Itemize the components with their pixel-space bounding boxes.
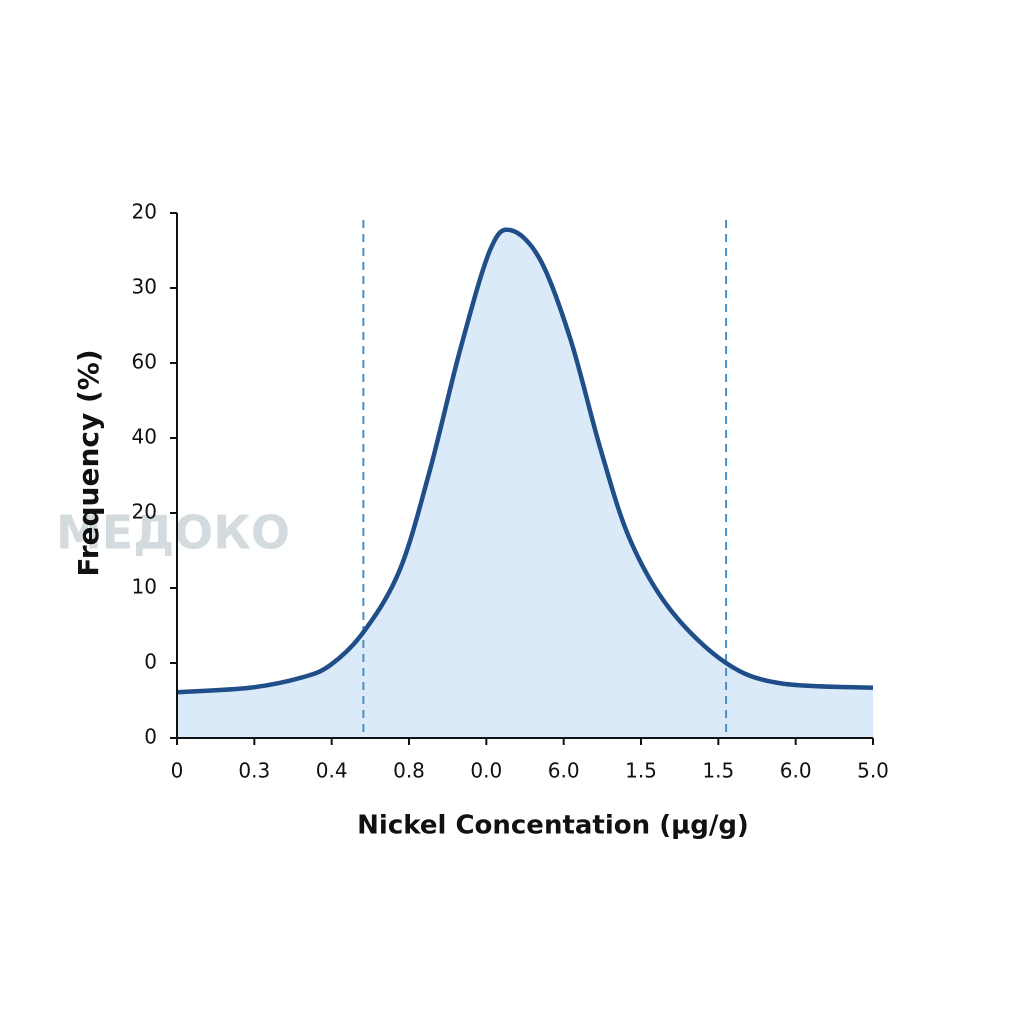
y-tick-label: 0 — [144, 650, 157, 674]
x-tick-label: 6.0 — [548, 759, 580, 783]
x-axis-label: Nickel Concentation (µg/g) — [357, 811, 749, 841]
y-tick-label: 20 — [132, 500, 157, 524]
y-tick-label: 60 — [132, 350, 157, 374]
x-tick-label: 1.5 — [702, 759, 734, 783]
y-tick-label: 40 — [132, 425, 157, 449]
watermark: МЕДОКО — [56, 506, 290, 560]
area-fill — [177, 229, 873, 738]
x-tick-label: 5.0 — [857, 759, 889, 783]
y-tick-label: 10 — [132, 575, 157, 599]
x-tick-label: 0.0 — [470, 759, 502, 783]
x-tick-label: 0.8 — [393, 759, 425, 783]
y-tick-label: 0 — [144, 725, 157, 749]
y-tick-label: 30 — [132, 275, 157, 299]
y-tick-label: 20 — [132, 200, 157, 224]
x-tick-label: 0.4 — [316, 759, 348, 783]
x-tick-label: 1.5 — [625, 759, 657, 783]
x-tick-label: 6.0 — [780, 759, 812, 783]
y-axis-label: Frequency (%) — [72, 349, 105, 576]
x-tick-label: 0.3 — [238, 759, 270, 783]
x-tick-label: 0 — [171, 759, 184, 783]
curve — [176, 227, 874, 695]
